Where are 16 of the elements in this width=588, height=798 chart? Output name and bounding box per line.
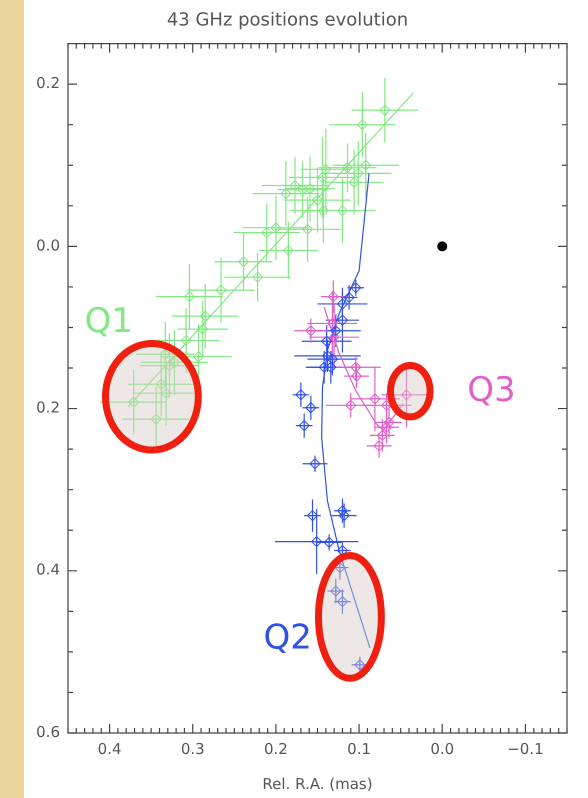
series-label: Q1 xyxy=(84,301,134,342)
series-label: Q2 xyxy=(263,618,312,658)
chart-title: 43 GHz positions evolution xyxy=(166,9,408,30)
x-tick-label: 0.1 xyxy=(347,740,372,758)
y-tick-label: 0.6 xyxy=(36,722,60,741)
x-tick-label: 0.4 xyxy=(98,740,122,758)
series-label: Q3 xyxy=(467,370,516,410)
x-tick-label: 0.3 xyxy=(180,740,205,758)
y-tick-label: 0.0 xyxy=(36,236,60,254)
x-tick-label: 0.0 xyxy=(430,740,454,758)
x-tick-label: 0.2 xyxy=(264,740,288,758)
y-tick-label: 0.2 xyxy=(36,74,60,92)
y-tick-label: 0.2 xyxy=(36,398,60,416)
x-tick-label: −0.1 xyxy=(507,740,544,758)
y-tick-label: 0.4 xyxy=(36,560,60,579)
x-axis-title: Rel. R.A. (mas) xyxy=(262,774,373,793)
